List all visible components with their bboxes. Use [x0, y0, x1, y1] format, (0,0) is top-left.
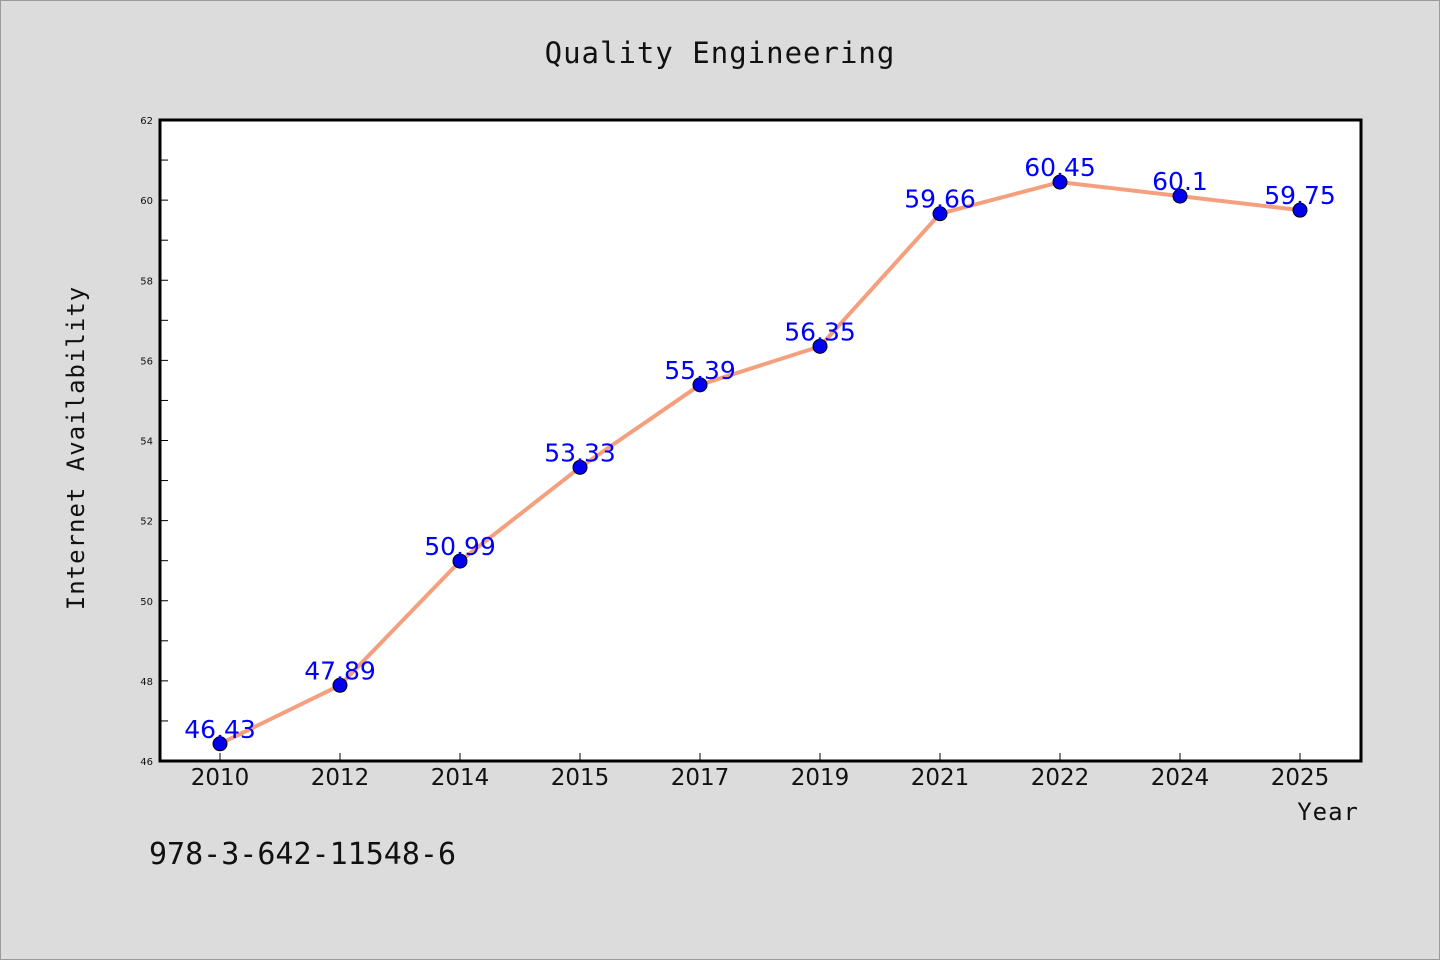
series-line	[218, 180, 1302, 746]
x-tick-label: 2010	[191, 765, 250, 791]
data-point-2010	[212, 736, 228, 752]
data-point-2015	[572, 459, 588, 475]
data-label-2017: 55.39	[664, 356, 736, 385]
chart-title: Quality Engineering	[545, 36, 896, 70]
y-tick-label: 56	[140, 356, 153, 367]
x-axis: 2010 2012 2014 2015 2017 2019 2021 2022 2024 2025	[191, 753, 1330, 791]
plot-border	[158, 118, 1363, 763]
x-tick-label: 2024	[1151, 765, 1210, 791]
data-point-2014	[452, 553, 468, 569]
x-tick-label: 2014	[431, 765, 490, 791]
data-point-2017	[692, 377, 708, 393]
y-tick-label: 46	[140, 757, 153, 768]
y-tick-label: 50	[140, 597, 153, 608]
y-tick-label: 62	[140, 116, 153, 127]
data-point-2022	[1052, 174, 1068, 190]
data-labels: 46.43 47.89 50.99 53.33 55.39 56.35 59.66 60.45…	[184, 153, 1336, 744]
data-label-2022: 60.45	[1024, 153, 1096, 182]
data-label-2024: 60.1	[1152, 167, 1208, 196]
x-tick-label: 2015	[551, 765, 610, 791]
data-point-2019	[812, 338, 828, 354]
data-label-2012: 47.89	[304, 656, 376, 685]
x-tick-label: 2017	[671, 765, 730, 791]
y-tick-label: 52	[140, 517, 153, 528]
data-point-2021	[932, 206, 948, 222]
data-label-2014: 50.99	[424, 532, 496, 561]
x-tick-label: 2019	[791, 765, 850, 791]
y-tick-label: 58	[140, 276, 153, 287]
data-label-2019: 56.35	[784, 317, 856, 346]
data-label-2015: 53.33	[544, 438, 616, 467]
series-markers	[212, 174, 1308, 752]
x-tick-label: 2025	[1271, 765, 1330, 791]
data-point-2012	[332, 677, 348, 693]
data-label-2010: 46.43	[184, 715, 256, 744]
x-tick-label: 2012	[311, 765, 370, 791]
x-axis-label: Year	[1297, 798, 1359, 826]
data-point-2024	[1172, 188, 1188, 204]
plot-area	[160, 120, 1361, 761]
data-label-2025: 59.75	[1264, 181, 1336, 210]
x-tick-label: 2022	[1031, 765, 1090, 791]
y-axis-label: Internet Availability	[62, 286, 90, 610]
y-tick-label: 48	[140, 677, 153, 688]
x-tick-label: 2021	[911, 765, 970, 791]
y-tick-label: 60	[140, 196, 153, 207]
data-point-2025	[1292, 202, 1308, 218]
isbn-caption: 978-3-642-11548-6	[149, 837, 456, 872]
y-tick-label: 54	[140, 437, 153, 448]
data-label-2021: 59.66	[904, 185, 976, 214]
